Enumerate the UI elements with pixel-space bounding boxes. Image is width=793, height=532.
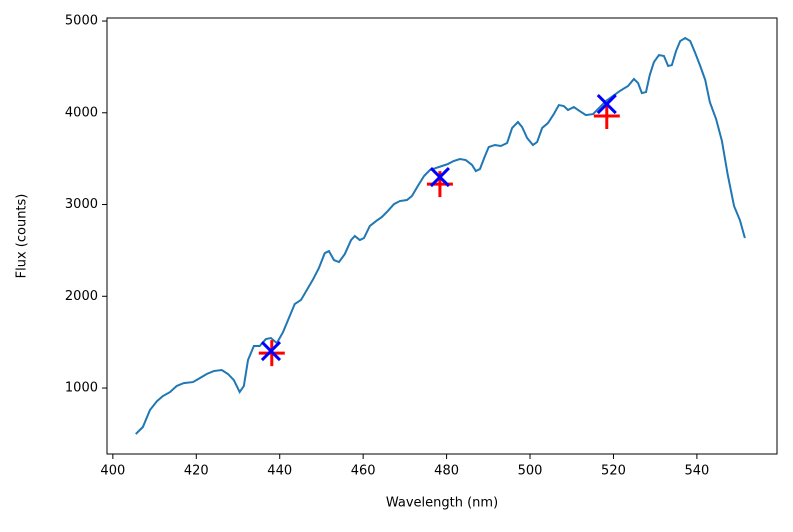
plot-frame (106, 17, 778, 455)
y-tick-label: 4000 (65, 105, 98, 120)
x-tick-label: 440 (267, 464, 292, 479)
x-tick-label: 460 (351, 464, 376, 479)
y-tick-label: 1000 (65, 381, 98, 396)
x-axis-label: Wavelength (nm) (386, 496, 498, 511)
x-tick-label: 400 (100, 464, 125, 479)
y-tick-label: 3000 (65, 197, 98, 212)
marker (593, 102, 620, 129)
x-tick-label: 500 (518, 464, 543, 479)
marker (596, 94, 617, 115)
x-tick-label: 540 (684, 464, 709, 479)
data-line (135, 36, 746, 435)
y-axis-label: Flux (counts) (15, 194, 30, 279)
marker (429, 166, 450, 188)
x-tick-label: 480 (434, 464, 459, 479)
y-tick-label: 5000 (65, 14, 98, 29)
marker (260, 340, 282, 362)
x-tick-label: 420 (184, 464, 209, 479)
y-tick-label: 2000 (65, 289, 98, 304)
x-tick-label: 520 (601, 464, 626, 479)
